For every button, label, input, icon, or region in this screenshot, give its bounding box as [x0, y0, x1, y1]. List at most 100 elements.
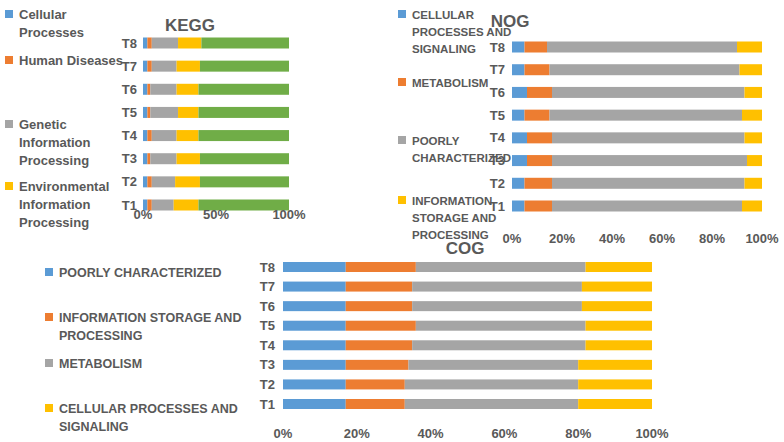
legend-marker — [398, 136, 406, 144]
legend-label: METABOLISM — [412, 77, 488, 89]
tick-label: 0% — [134, 207, 153, 222]
chart-title: KEGG — [165, 16, 215, 35]
category-label: T8 — [122, 36, 137, 51]
legend-label: Human Diseases — [19, 53, 123, 68]
bar-segment — [283, 321, 346, 331]
bar-segment — [745, 132, 763, 143]
tick-label: 20% — [549, 231, 575, 246]
bar-segment — [283, 399, 346, 409]
bar-segment — [198, 130, 289, 141]
category-label: T6 — [490, 85, 505, 100]
bar-segment — [143, 38, 147, 49]
bar-segment — [346, 340, 412, 350]
bar-segment — [152, 130, 177, 141]
bar-segment — [527, 87, 552, 98]
tick-label: 0% — [274, 426, 293, 441]
bar-segment — [177, 130, 199, 141]
category-label: T7 — [122, 59, 137, 74]
tick-label: 80% — [699, 231, 725, 246]
bar-segment — [582, 301, 652, 311]
chart-cog: COGT1T2T3T4T5T6T7T80%20%40%60%80%100%POO… — [45, 239, 669, 441]
bar-segment — [143, 61, 147, 72]
bar-segment — [740, 64, 763, 75]
bar-segment — [346, 321, 416, 331]
bars — [512, 42, 762, 212]
bar-segment — [283, 282, 346, 292]
bar-segment — [412, 282, 582, 292]
tick-label: 60% — [649, 231, 675, 246]
bars — [283, 262, 652, 409]
category-label: T5 — [122, 105, 137, 120]
bar-segment — [405, 399, 578, 409]
bar-segment — [143, 176, 147, 187]
bar-segment — [586, 340, 652, 350]
bar-segment — [200, 61, 289, 72]
bar-segment — [525, 110, 550, 121]
legend-marker — [398, 10, 406, 18]
bar-segment — [737, 42, 762, 53]
bar-segment — [143, 107, 147, 118]
bar-segment — [512, 110, 525, 121]
bar-segment — [147, 107, 150, 118]
bar-segment — [745, 178, 763, 189]
bar-segment — [147, 61, 151, 72]
bar-segment — [177, 84, 199, 95]
bar-segment — [143, 130, 147, 141]
legend-marker — [45, 268, 53, 276]
bar-segment — [512, 87, 527, 98]
legend-marker — [45, 404, 53, 412]
bar-segment — [150, 153, 176, 164]
bar-segment — [512, 178, 525, 189]
legend-marker — [45, 359, 53, 367]
bar-segment — [525, 64, 550, 75]
bar-segment — [552, 132, 745, 143]
bar-segment — [578, 379, 652, 389]
legend-label: POORLY CHARACTERIZED — [59, 266, 222, 280]
bar-segment — [147, 84, 150, 95]
bar-segment — [578, 360, 652, 370]
category-label: T3 — [122, 151, 137, 166]
bar-segment — [512, 132, 527, 143]
bar-segment — [512, 42, 525, 53]
bar-segment — [346, 301, 412, 311]
legend-marker — [398, 78, 406, 86]
category-label: T4 — [490, 130, 506, 145]
bar-segment — [512, 64, 525, 75]
bar-segment — [745, 87, 763, 98]
category-label: T2 — [260, 377, 275, 392]
tick-label: 50% — [203, 207, 229, 222]
bar-segment — [152, 61, 177, 72]
bar-segment — [552, 87, 745, 98]
bar-segment — [143, 84, 147, 95]
category-label: T7 — [260, 279, 275, 294]
legend-marker — [398, 196, 406, 204]
bar-segment — [525, 201, 553, 212]
category-label: T1 — [260, 397, 275, 412]
tick-label: 100% — [272, 207, 306, 222]
bar-segment — [527, 155, 552, 166]
bar-segment — [178, 107, 198, 118]
chart-nog: NOGT1T2T3T4T5T6T7T80%20%40%60%80%100%CEL… — [398, 9, 779, 247]
legend-marker — [45, 313, 53, 321]
bar-segment — [147, 38, 151, 49]
legend-label: METABOLISM — [59, 357, 142, 371]
bar-segment — [283, 379, 346, 389]
legend-marker — [5, 182, 13, 190]
bar-segment — [147, 130, 151, 141]
category-label: T6 — [122, 82, 137, 97]
bar-segment — [412, 301, 582, 311]
bar-segment — [143, 153, 147, 164]
bar-segment — [175, 176, 200, 187]
legend-marker — [5, 120, 13, 128]
bar-segment — [198, 107, 289, 118]
bar-segment — [283, 340, 346, 350]
bar-segment — [512, 201, 525, 212]
bar-segment — [147, 176, 151, 187]
bar-segment — [527, 132, 552, 143]
bar-segment — [346, 262, 416, 272]
bar-segment — [346, 360, 409, 370]
tick-label: 100% — [745, 231, 779, 246]
tick-label: 20% — [344, 426, 370, 441]
bar-segment — [177, 153, 200, 164]
bar-segment — [416, 321, 586, 331]
